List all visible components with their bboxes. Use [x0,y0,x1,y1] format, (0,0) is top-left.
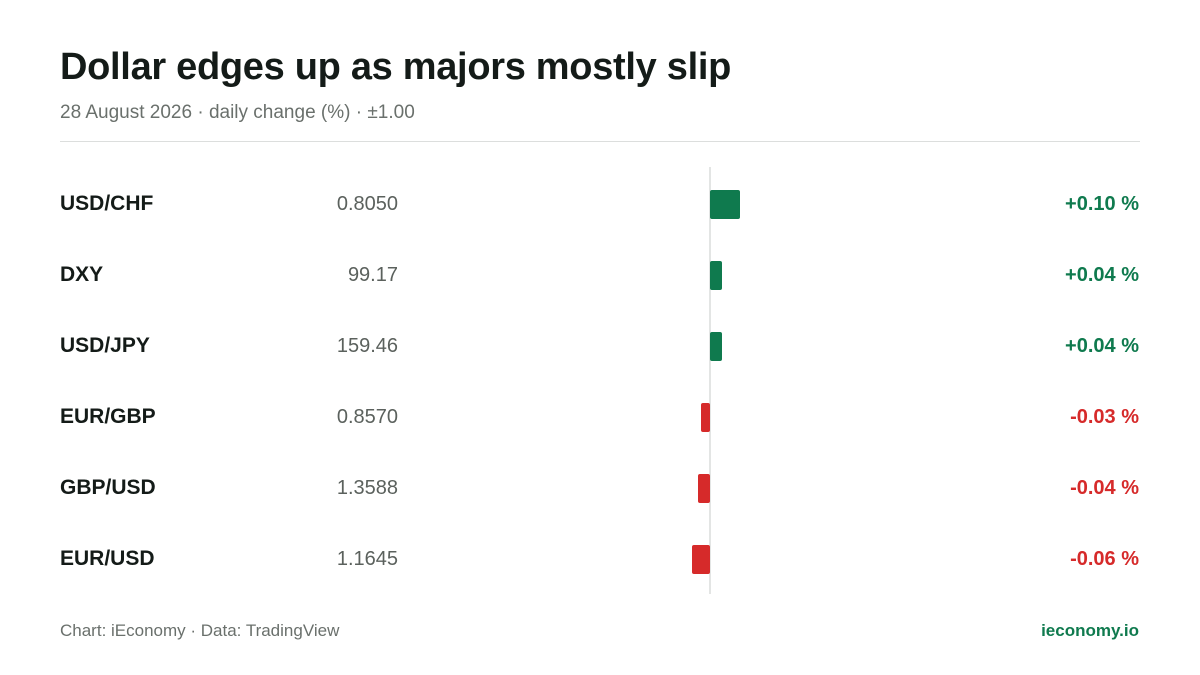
header-divider [60,141,1140,142]
fx-row: GBP/USD 1.3588 -0.04 % [0,468,1200,508]
footer-site-link[interactable]: ieconomy.io [1041,621,1139,640]
zero-axis-line [709,167,711,594]
footer-credit: Chart: iEconomy · Data: TradingView [60,621,340,640]
price-value: 1.1645 [336,548,398,570]
fx-row: DXY 99.17 +0.04 % [0,255,1200,295]
fx-row: USD/CHF 0.8050 +0.10 % [0,184,1200,224]
change-label: +0.04 % [1065,264,1139,286]
price-value: 0.8050 [336,193,398,215]
pair-label: EUR/GBP [60,405,156,428]
change-bar [701,403,710,432]
change-bar [692,545,710,574]
price-value: 1.3588 [336,477,398,499]
pair-label: USD/JPY [60,334,150,357]
change-bar [698,474,710,503]
fx-row: EUR/USD 1.1645 -0.06 % [0,539,1200,579]
fx-row: USD/JPY 159.46 +0.04 % [0,326,1200,366]
chart-subtitle: 28 August 2026 · daily change (%) · ±1.0… [60,102,415,123]
change-label: +0.04 % [1065,335,1139,357]
chart-title: Dollar edges up as majors mostly slip [60,46,732,88]
price-value: 0.8570 [336,406,398,428]
change-label: -0.06 % [1070,548,1139,570]
pair-label: USD/CHF [60,192,154,215]
change-bar [710,190,740,219]
change-label: +0.10 % [1065,193,1139,215]
change-label: -0.04 % [1070,477,1139,499]
price-value: 159.46 [336,335,398,357]
pair-label: EUR/USD [60,547,155,570]
change-bar [710,332,722,361]
change-label: -0.03 % [1070,406,1139,428]
pair-label: DXY [60,263,104,286]
change-bar [710,261,722,290]
pair-label: GBP/USD [60,476,156,499]
fx-row: EUR/GBP 0.8570 -0.03 % [0,397,1200,437]
price-value: 99.17 [347,264,398,286]
